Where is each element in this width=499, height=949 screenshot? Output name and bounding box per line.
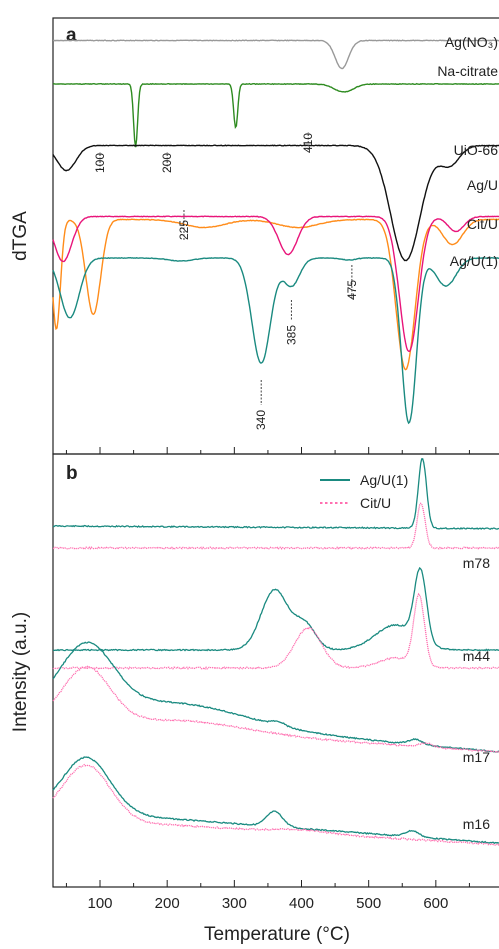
panel-b-letter: b [66, 463, 78, 484]
annotation-410: 410 [301, 133, 315, 153]
group-label-m16: m16 [463, 816, 490, 832]
series-label-3: Ag/U [467, 177, 498, 193]
series-label-4: Cit/U [467, 216, 498, 232]
dtga-line-uio-66 [52, 144, 499, 262]
m78-ag-u-1-line [52, 458, 499, 530]
annotation-340: 340 [254, 410, 268, 430]
m44-cit-u-line [52, 592, 499, 670]
dtga-line-ag-u-1- [52, 256, 499, 425]
annotation-200: 200 [160, 153, 174, 173]
y-axis-title-b: Intensity (a.u.) [10, 612, 31, 732]
series-label-2: UiO-66 [454, 142, 499, 158]
m16-ag-u-1-line [52, 756, 499, 845]
axes: 100 200 300 400 500 600 [65, 447, 470, 912]
m17-cit-u-line [52, 665, 499, 754]
x-tick-label-300: 300 [222, 895, 247, 912]
panel-a-letter: a [66, 25, 77, 46]
annotation-475: 475 [345, 280, 359, 300]
series-label-1: Na-citrate [437, 63, 498, 79]
legend-entry-0: Ag/U(1) [360, 472, 408, 488]
series-label-5: Ag/U(1) [450, 253, 498, 269]
m44-ag-u-1-line [52, 566, 499, 652]
x-tick-label-600: 600 [423, 895, 448, 912]
series-label-0: Ag(NO₃) [445, 34, 498, 50]
dtga-line-ag-u [52, 218, 499, 371]
m78-cit-u-line [52, 502, 499, 550]
dtga-line-ag-no- [52, 39, 499, 70]
x-tick-label-100: 100 [87, 895, 112, 912]
annotation-225: 225 [177, 220, 191, 240]
y-axis-title-a: dTGA [10, 211, 31, 261]
dtga-line-cit-u [52, 215, 499, 353]
panel-b-plot: m78 m44 m17 m16 Ag/U(1) Cit/U [52, 458, 499, 846]
group-label-m17: m17 [463, 749, 490, 765]
annotation-100: 100 [93, 153, 107, 173]
x-tick-label-500: 500 [356, 895, 381, 912]
dtga-line-na-citrate [52, 82, 499, 148]
panel-b-frame [52, 453, 499, 888]
annotation-385: 385 [284, 325, 298, 345]
panel-a-plot: Ag(NO₃) Na-citrate UiO-66 Ag/U Cit/U Ag/U(1) 1… [52, 34, 499, 430]
x-tick-label-200: 200 [155, 895, 180, 912]
group-label-m78: m78 [463, 555, 490, 571]
m16-cit-u-line [52, 763, 499, 846]
m17-ag-u-1-line [52, 641, 499, 753]
x-tick-label-400: 400 [289, 895, 314, 912]
legend-entry-1: Cit/U [360, 495, 391, 511]
group-label-m44: m44 [463, 648, 490, 664]
x-axis-title: Temperature (°C) [204, 924, 350, 945]
